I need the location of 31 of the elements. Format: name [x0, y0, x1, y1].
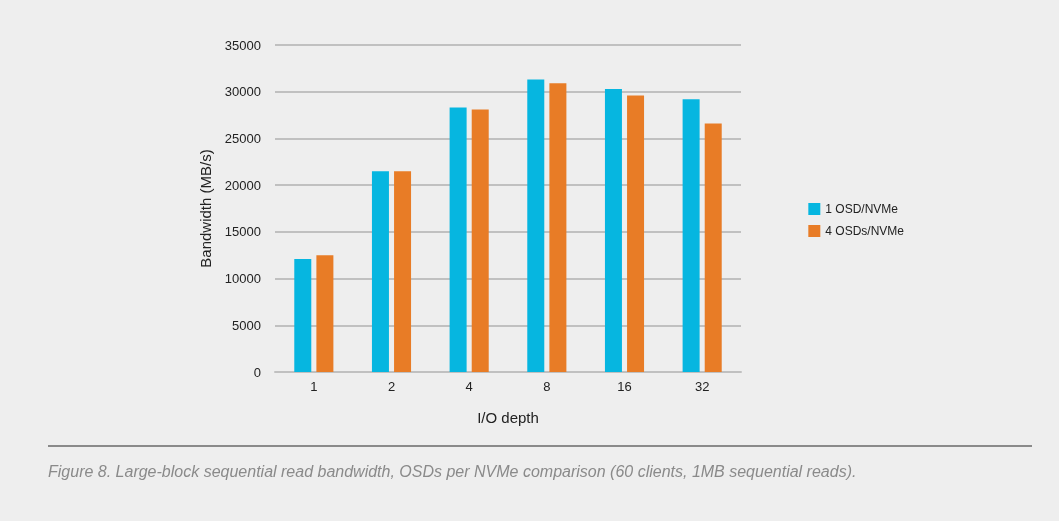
- x-tick-label: 8: [543, 379, 551, 394]
- bar: [449, 107, 467, 372]
- bar: [704, 123, 722, 372]
- caption: Figure 8. Large-block sequential read bandwidth, OSDs per NVMe comparison (60 clients, 1MB sequential reads).: [48, 462, 858, 482]
- bar: [682, 99, 700, 372]
- x-tick-label: 32: [694, 379, 710, 394]
- y-tick-label: 10000: [224, 271, 261, 287]
- y-tick-label: 20000: [224, 177, 261, 193]
- bar: [604, 88, 622, 372]
- x-axis-title: I/O depth: [477, 409, 539, 426]
- x-tick-label: 1: [310, 379, 318, 394]
- y-tick-label: 0: [253, 364, 261, 380]
- bar: [316, 255, 334, 372]
- x-tick-label: 16: [617, 379, 632, 394]
- y-axis-title: Bandwidth (MB/s): [197, 149, 214, 268]
- bar: [371, 171, 389, 372]
- legend-label: 4 OSDs/NVMe: [825, 224, 905, 238]
- bar: [549, 83, 567, 372]
- x-tick-label: 4: [465, 379, 473, 394]
- y-tick-label: 5000: [232, 317, 261, 333]
- bar: [527, 79, 545, 372]
- bar: [471, 109, 489, 372]
- y-tick-label: 25000: [224, 130, 261, 146]
- bar: [627, 95, 645, 372]
- legend-label: 1 OSD/NVMe: [825, 202, 899, 216]
- y-tick-label: 15000: [224, 224, 261, 240]
- bar: [294, 258, 312, 372]
- bar: [394, 171, 412, 372]
- y-tick-label: 35000: [224, 37, 261, 53]
- y-tick-label: 30000: [224, 84, 261, 100]
- x-tick-label: 2: [387, 379, 396, 394]
